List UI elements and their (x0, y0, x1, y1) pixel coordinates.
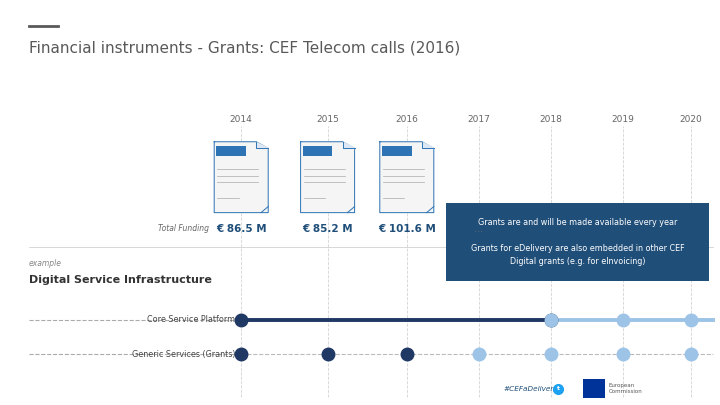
Text: 2014: 2014 (230, 115, 253, 124)
Text: Grants are and will be made available every year

Grants for eDelivery are also : Grants are and will be made available ev… (471, 218, 685, 266)
Polygon shape (215, 142, 269, 213)
Text: Total Funding: Total Funding (158, 224, 209, 233)
Text: 2015: 2015 (316, 115, 339, 124)
Text: European
Commission: European Commission (608, 383, 642, 394)
FancyBboxPatch shape (583, 379, 605, 398)
Text: 2020: 2020 (680, 115, 703, 124)
Polygon shape (380, 142, 433, 213)
Text: 2019: 2019 (611, 115, 634, 124)
Text: example: example (29, 259, 62, 268)
Text: Digital Service Infrastructure: Digital Service Infrastructure (29, 275, 212, 286)
Text: € 86.5 M: € 86.5 M (216, 224, 266, 234)
FancyBboxPatch shape (446, 202, 709, 281)
Polygon shape (256, 142, 269, 148)
Text: t: t (557, 386, 559, 391)
Polygon shape (422, 142, 433, 148)
FancyBboxPatch shape (303, 146, 333, 156)
Text: 2018: 2018 (539, 115, 562, 124)
Text: Financial instruments - Grants: CEF Telecom calls (2016): Financial instruments - Grants: CEF Tele… (29, 40, 460, 55)
Text: 2016: 2016 (395, 115, 418, 124)
Text: € 101.6 M: € 101.6 M (378, 224, 436, 234)
Polygon shape (301, 142, 355, 213)
Text: 2017: 2017 (467, 115, 490, 124)
Text: ...: ... (474, 224, 483, 234)
Text: #CEFaDelivery: #CEFaDelivery (504, 386, 559, 392)
Text: Core Service Platform: Core Service Platform (148, 315, 235, 324)
FancyBboxPatch shape (217, 146, 246, 156)
FancyBboxPatch shape (382, 146, 412, 156)
Polygon shape (343, 142, 355, 148)
Text: Generic Services (Grants): Generic Services (Grants) (132, 350, 235, 359)
Text: € 85.2 M: € 85.2 M (302, 224, 353, 234)
